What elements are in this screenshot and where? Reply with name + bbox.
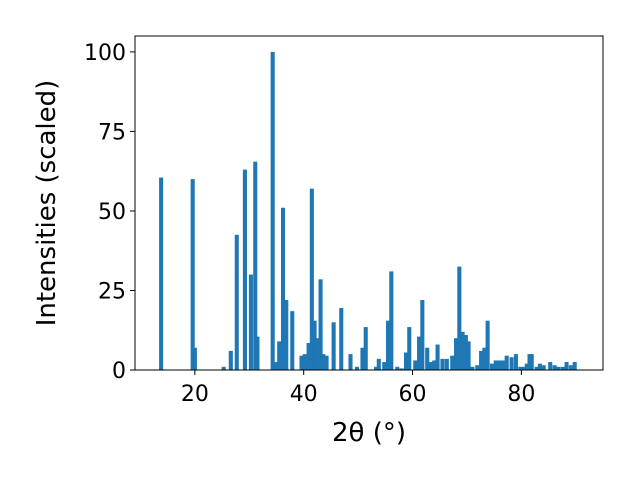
bar [466,341,471,370]
x-tick-label: 60 [399,382,427,407]
y-ticks-group: 0 25 50 75 100 [84,41,135,384]
bar [537,363,542,370]
bar [234,234,239,370]
bar [399,368,404,370]
x-axis-label: 2θ (°) [332,418,406,448]
bar [339,307,344,370]
bar [363,327,368,370]
bar [395,366,400,370]
bar [192,347,197,370]
bar [360,347,365,370]
bar [541,365,546,370]
y-tick-label: 50 [98,200,126,225]
bar [309,188,314,370]
bar [509,357,514,370]
bar [432,360,437,370]
y-axis-label: Intensities (scaled) [32,80,62,327]
bar [403,352,409,370]
bar [556,366,561,370]
bar [273,362,278,370]
y-tick-label: 100 [84,41,126,66]
y-tick-label: 25 [98,279,126,304]
bar [354,366,360,370]
bar [389,271,394,370]
bar [417,336,422,370]
bar [302,354,307,370]
bar [475,365,480,370]
bar [568,365,573,370]
bar [500,360,505,370]
bar [242,169,247,370]
bar [482,347,487,370]
bar [425,347,430,370]
bar [518,366,523,370]
bar [479,350,484,370]
bar [306,342,311,370]
bar [457,266,462,370]
bar [497,360,502,370]
x-tick-label: 80 [507,382,535,407]
bar [221,366,226,370]
x-ticks-group: 20 40 60 80 [181,370,535,407]
bar [572,362,577,370]
bar [470,366,475,370]
bar [299,355,304,370]
bar [564,362,569,370]
bar [548,362,553,370]
bar [280,207,286,370]
bar [440,358,445,370]
bar [331,322,336,370]
bar [159,177,164,370]
bar [228,350,233,370]
bar [253,161,258,370]
bar [248,274,253,370]
bar [314,338,319,370]
bar [493,360,498,370]
bar [463,335,468,370]
bar [420,300,425,370]
bar [270,51,275,371]
bar [277,341,282,370]
x-tick-label: 20 [181,382,209,407]
bar [485,320,490,370]
bar [534,366,539,370]
bar [504,355,509,370]
plot-frame [134,35,604,371]
bar [521,366,526,370]
bar [407,327,412,370]
bar [324,355,329,370]
x-tick-label: 40 [290,382,318,407]
y-tick-label: 0 [112,359,126,384]
bar [190,179,195,370]
bar [312,320,317,370]
bar [318,279,323,370]
bar [376,358,381,370]
bar [513,354,518,370]
bar [386,320,391,370]
bar [552,365,557,370]
bar [382,362,387,370]
bar [527,354,532,370]
bar [435,344,440,370]
bar [348,354,353,370]
y-tick-label: 75 [98,120,126,145]
bar [454,338,459,370]
bar [524,363,529,370]
bar [255,336,260,370]
bar [460,331,465,370]
bar [529,354,534,370]
bar [489,363,495,370]
bar [429,362,434,370]
bars-group [159,51,577,371]
bar [560,366,565,370]
bar [374,366,379,370]
bar [284,300,289,370]
bar [444,358,449,370]
bar [290,311,295,370]
bar [450,355,455,370]
bar [321,354,326,370]
bar [413,360,418,370]
